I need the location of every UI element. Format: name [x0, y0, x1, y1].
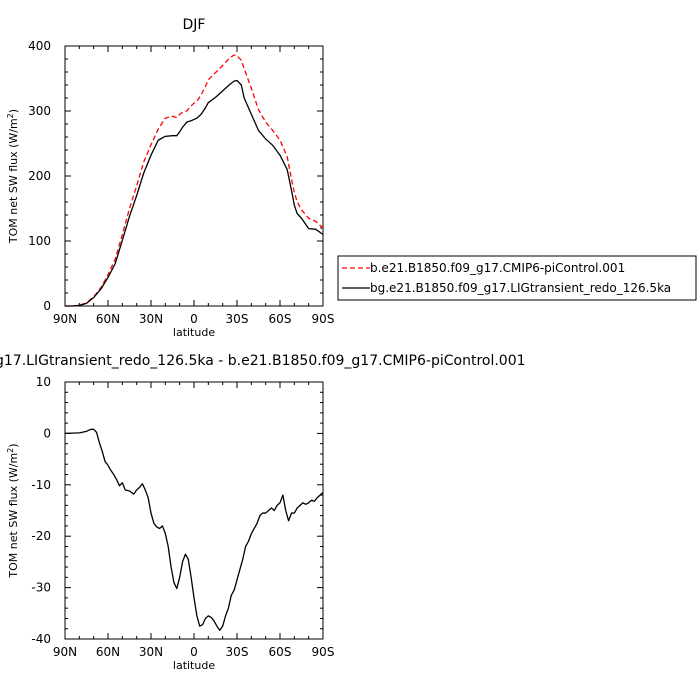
legend-label-2: bg.e21.B1850.f09_g17.LIGtransient_redo_1… [370, 281, 671, 295]
x-tick-label: 30N [139, 312, 163, 326]
y-tick-label: -40 [31, 632, 51, 646]
x-tick-label: 90S [312, 645, 335, 659]
chart-title: bg.e21.B1850.f09_g17.LIGtransient_redo_1… [0, 353, 526, 369]
x-tick-label: 30S [226, 312, 249, 326]
series-line-1 [65, 54, 324, 307]
y-tick-label: -30 [31, 581, 51, 595]
legend-label-1: b.e21.B1850.f09_g17.CMIP6-piControl.001 [370, 261, 625, 275]
chart-title: DJF [183, 17, 206, 33]
x-axis-label: latitude [173, 659, 215, 672]
plot-frame [64, 45, 324, 307]
x-tick-label: 0 [190, 645, 198, 659]
y-axis-label-close: ) [7, 443, 20, 447]
y-tick-label: -10 [31, 478, 51, 492]
series-line-1 [64, 428, 324, 631]
chart-panel-1: DJF 90N 60N 30N 0 30S 60S 90S 0 100 200 300 400 latit… [6, 17, 697, 339]
y-axis-label-main: TOM net SW flux (W/m [7, 118, 20, 244]
x-tick-label: 30S [226, 645, 249, 659]
y-tick-label: 200 [28, 169, 51, 183]
x-tick-label: 30N [139, 645, 163, 659]
y-tick-label: 300 [28, 104, 51, 118]
x-tick-label: 60N [96, 645, 120, 659]
y-tick-label: 10 [36, 375, 51, 389]
y-axis-label: TOM net SW flux (W/m2) [6, 443, 20, 578]
x-tick-label: 60N [96, 312, 120, 326]
legend-box [337, 255, 697, 301]
x-tick-label: 90N [53, 645, 77, 659]
x-tick-label: 0 [190, 312, 198, 326]
x-axis-label: latitude [173, 326, 215, 339]
y-axis-label-sup: 2 [6, 113, 15, 118]
y-tick-label: 0 [43, 299, 51, 313]
chart-panel-2: bg.e21.B1850.f09_g17.LIGtransient_redo_1… [0, 353, 526, 672]
x-tick-label: 60S [269, 645, 292, 659]
y-tick-label: 0 [43, 426, 51, 440]
y-axis-label: TOM net SW flux (W/m2) [6, 109, 20, 244]
legend: b.e21.B1850.f09_g17.CMIP6-piControl.001b… [337, 255, 697, 301]
y-axis-label-sup: 2 [6, 448, 15, 453]
x-tick-label: 90N [53, 312, 77, 326]
y-axis-label-close: ) [7, 109, 20, 113]
y-tick-label: 400 [28, 39, 51, 53]
series-line-2 [65, 79, 324, 307]
y-tick-label: 100 [28, 234, 51, 248]
x-tick-label: 90S [312, 312, 335, 326]
x-tick-label: 60S [269, 312, 292, 326]
y-tick-label: -20 [31, 529, 51, 543]
y-axis-label-main: TOM net SW flux (W/m [7, 453, 20, 579]
